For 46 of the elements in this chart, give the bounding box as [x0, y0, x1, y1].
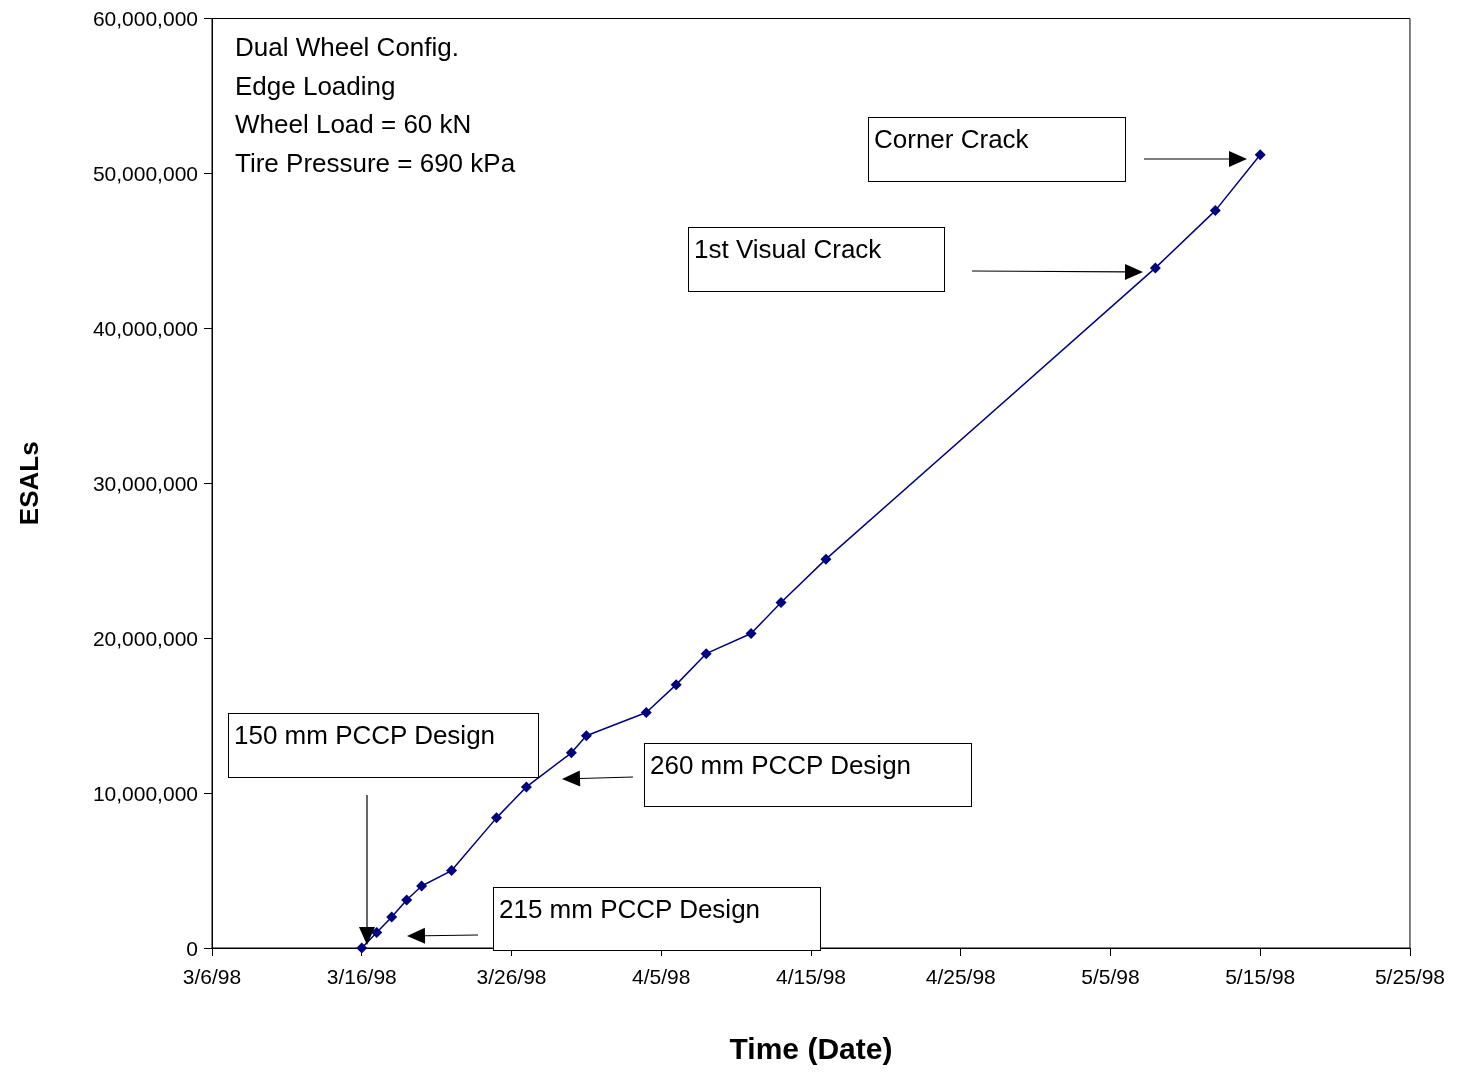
- point: [1149, 262, 1161, 274]
- point: [820, 553, 832, 565]
- x-tick-label: 5/25/98: [1374, 965, 1446, 988]
- point: [386, 911, 398, 923]
- y-axis-title: ESALs: [14, 441, 44, 526]
- note-box: 150 mm PCCP Design: [228, 713, 539, 778]
- point: [520, 781, 532, 793]
- y-tick-label: 60,000,000: [92, 7, 198, 30]
- point: [580, 730, 592, 742]
- annotation: Dual Wheel Config.: [235, 32, 459, 63]
- note-box: 260 mm PCCP Design: [644, 743, 972, 807]
- y-tick-label: 10,000,000: [92, 781, 198, 805]
- point: [1209, 205, 1221, 217]
- note-box: 1st Visual Crack: [688, 227, 945, 292]
- x-tick-label: 4/15/98: [775, 965, 847, 988]
- y-tick-label: 30,000,000: [92, 471, 198, 495]
- point: [491, 812, 503, 824]
- point: [356, 942, 368, 954]
- x-tick-label: 3/16/98: [326, 965, 397, 988]
- note-box: 215 mm PCCP Design: [493, 887, 821, 951]
- point: [371, 927, 383, 939]
- point: [1254, 149, 1266, 161]
- point: [401, 894, 413, 906]
- y-tick-label: 50,000,000: [92, 161, 198, 185]
- x-axis-title: Time (Date): [729, 1031, 893, 1065]
- point: [446, 865, 458, 877]
- point: [700, 648, 712, 660]
- annotation: Edge Loading: [235, 70, 396, 102]
- point: [775, 597, 787, 609]
- x-tick-label: 4/25/98: [925, 965, 996, 988]
- y-tick-label: 0: [186, 936, 198, 960]
- note-box: Corner Crack: [868, 117, 1126, 182]
- y-tick-label: 20,000,000: [92, 626, 198, 650]
- point: [565, 747, 577, 759]
- x-tick-label: 5/15/98: [1225, 965, 1296, 988]
- x-tick-label: 3/6/98: [182, 965, 242, 988]
- x-tick-label: 3/26/98: [476, 965, 547, 988]
- x-tick-label: 4/5/98: [632, 965, 691, 988]
- x-tick-label: 5/5/98: [1081, 965, 1140, 988]
- point: [416, 880, 428, 892]
- annotation: Wheel Load = 60 kN: [235, 109, 472, 140]
- point: [640, 707, 652, 719]
- point: [745, 628, 757, 640]
- annotation: Tire Pressure = 690 kPa: [235, 147, 516, 179]
- y-tick-label: 40,000,000: [92, 316, 198, 340]
- point: [670, 679, 682, 691]
